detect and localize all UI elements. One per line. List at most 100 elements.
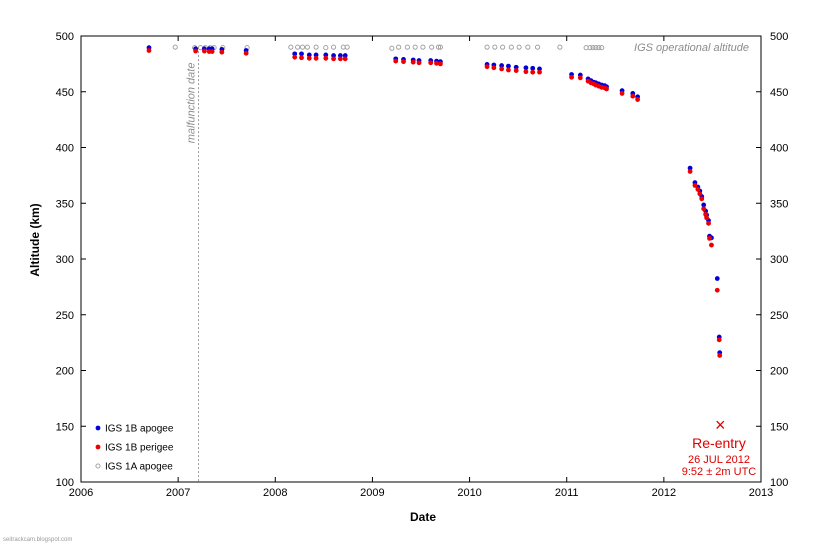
igs-1a-apogee-point bbox=[590, 45, 596, 51]
igs-1b-perigee-point bbox=[709, 242, 714, 248]
igs-1a-apogee-point bbox=[500, 44, 506, 50]
igs-1b-perigee-point bbox=[577, 75, 583, 81]
igs-1b-apogee-point bbox=[513, 64, 519, 70]
x-tick-label: 2011 bbox=[555, 487, 579, 499]
igs-1b-perigee-point bbox=[428, 60, 434, 66]
y-tick-label: 450 bbox=[56, 87, 74, 99]
igs-1b-perigee-point bbox=[701, 206, 707, 212]
igs-1b-perigee-point bbox=[243, 50, 249, 56]
igs-1b-perigee-point bbox=[699, 196, 705, 202]
igs-1b-apogee-point bbox=[313, 52, 319, 58]
igs-1b-perigee-point bbox=[219, 49, 225, 55]
igs-1b-apogee-point bbox=[530, 65, 536, 71]
y-tick-label-right: 100 bbox=[770, 477, 788, 489]
igs-1a-apogee-point bbox=[596, 45, 602, 51]
igs-1b-perigee-point bbox=[323, 55, 329, 61]
igs-1a-apogee-point bbox=[404, 44, 410, 50]
legend-marker bbox=[95, 425, 101, 431]
x-tick-label: 2012 bbox=[652, 487, 676, 499]
igs-1b-perigee-point bbox=[537, 69, 542, 75]
igs-1b-perigee-point bbox=[707, 235, 712, 241]
igs-1b-apogee-point bbox=[292, 51, 298, 57]
igs-1a-apogee-point bbox=[437, 44, 443, 50]
igs-1b-apogee-point bbox=[337, 53, 343, 58]
igs-1a-apogee-point bbox=[420, 44, 426, 50]
igs-1b-perigee-point bbox=[523, 69, 529, 75]
igs-1b-perigee-point bbox=[416, 60, 422, 66]
y-tick-label: 500 bbox=[56, 31, 74, 43]
igs-1b-perigee-point bbox=[491, 65, 497, 71]
igs-1a-apogee-point bbox=[389, 45, 395, 51]
igs-1b-perigee-point bbox=[401, 59, 406, 65]
igs-1b-perigee-point bbox=[695, 186, 701, 192]
reentry-title: Re-entry bbox=[692, 435, 746, 451]
x-tick-label: 2013 bbox=[749, 487, 773, 499]
igs-1b-perigee-point bbox=[569, 74, 574, 80]
igs-1b-perigee-point bbox=[499, 66, 505, 72]
y-tick-label-right: 500 bbox=[770, 31, 788, 43]
igs-1b-perigee-point bbox=[692, 183, 698, 188]
igs-1a-apogee-point bbox=[331, 44, 337, 50]
igs-1a-apogee-point bbox=[484, 44, 490, 50]
reentry-marker: × bbox=[715, 415, 726, 435]
legend-marker bbox=[95, 463, 101, 469]
igs-1b-apogee-point bbox=[523, 65, 529, 71]
igs-1b-apogee-point bbox=[306, 52, 312, 58]
legend-label: IGS 1A apogee bbox=[105, 462, 173, 473]
igs-1b-apogee-point bbox=[331, 53, 336, 58]
igs-1b-perigee-point bbox=[313, 55, 319, 61]
y-tick-label-right: 150 bbox=[770, 421, 788, 433]
y-tick-label-right: 350 bbox=[770, 198, 788, 210]
igs-1a-apogee-point bbox=[599, 45, 605, 51]
y-axis-title: Altitude (km) bbox=[28, 203, 42, 276]
x-tick-label: 2008 bbox=[263, 487, 287, 499]
igs-1b-perigee-point bbox=[393, 58, 399, 64]
operational-altitude-label: IGS operational altitude bbox=[634, 42, 749, 54]
igs-1a-apogee-point bbox=[587, 45, 593, 51]
legend-label: IGS 1B apogee bbox=[105, 424, 174, 435]
igs-1a-apogee-point bbox=[396, 44, 402, 50]
y-tick-label-right: 300 bbox=[770, 254, 788, 266]
igs-1b-perigee-point bbox=[604, 86, 609, 92]
y-tick-label: 350 bbox=[56, 198, 74, 210]
igs-1a-apogee-point bbox=[429, 44, 435, 50]
igs-1b-perigee-point bbox=[438, 61, 443, 67]
igs-1a-apogee-point bbox=[344, 44, 350, 50]
y-tick-label: 250 bbox=[56, 310, 74, 322]
igs-1b-perigee-point bbox=[714, 287, 720, 293]
y-tick-label: 400 bbox=[56, 143, 74, 155]
reentry-time: 9:52 ± 2m UTC bbox=[682, 466, 757, 478]
igs-1b-apogee-point bbox=[323, 52, 329, 58]
igs-1a-apogee-point bbox=[535, 44, 541, 50]
igs-1b-perigee-point bbox=[306, 55, 312, 61]
igs-1a-apogee-point bbox=[525, 44, 531, 50]
y-tick-label-right: 200 bbox=[770, 366, 788, 378]
legend: IGS 1B apogee IGS 1B perigee IGS 1A apogee bbox=[95, 424, 174, 473]
igs-1b-perigee-point bbox=[706, 220, 711, 226]
x-tick-label: 2006 bbox=[69, 487, 93, 499]
igs-1b-perigee-point bbox=[530, 69, 536, 75]
igs-1a-apogee-point bbox=[412, 44, 418, 50]
igs-1b-perigee-point bbox=[619, 91, 625, 96]
igs-1b-perigee-point bbox=[292, 54, 298, 60]
x-tick-label: 2010 bbox=[457, 487, 481, 499]
igs-1b-perigee-point bbox=[299, 55, 304, 61]
igs-1b-perigee-point bbox=[434, 60, 439, 66]
igs-1b-apogee-point bbox=[299, 51, 304, 57]
y-tick-label: 300 bbox=[56, 254, 74, 266]
y-tick-label: 200 bbox=[56, 366, 74, 378]
igs-1b-perigee-point bbox=[337, 56, 343, 62]
legend-label: IGS 1B perigee bbox=[105, 443, 174, 454]
igs-1b-perigee-point bbox=[687, 169, 693, 174]
igs-1a-apogee-point bbox=[288, 44, 294, 50]
igs-1b-perigee-point bbox=[342, 56, 348, 62]
igs-1b-perigee-point bbox=[635, 97, 641, 102]
legend-marker bbox=[95, 444, 101, 450]
igs-1b-perigee-point bbox=[201, 48, 207, 54]
igs-1b-perigee-point bbox=[513, 68, 519, 73]
x-tick-label: 2009 bbox=[360, 487, 384, 499]
igs-1b-perigee-point bbox=[717, 353, 723, 358]
igs-1b-apogee-point bbox=[506, 63, 511, 69]
igs-1b-perigee-point bbox=[630, 93, 636, 99]
